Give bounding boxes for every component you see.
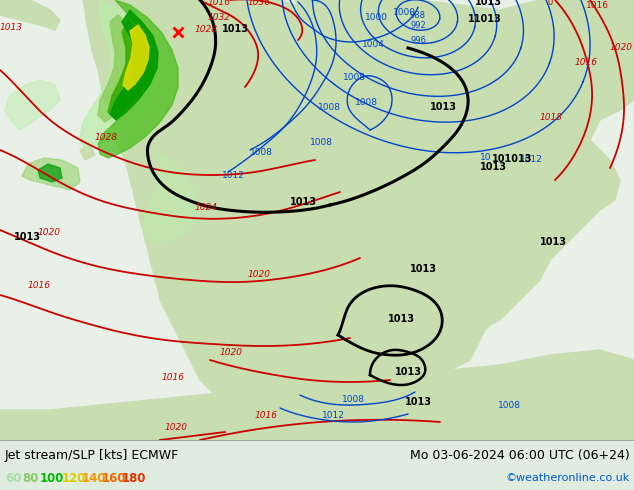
Text: 1016: 1016 [208,0,231,7]
Polygon shape [83,0,634,440]
Text: 1013: 1013 [540,237,567,247]
Polygon shape [80,145,95,160]
Polygon shape [108,20,152,118]
Polygon shape [80,0,162,150]
Text: 1008: 1008 [355,98,378,107]
Text: 1000: 1000 [365,13,388,22]
Polygon shape [123,25,149,90]
Polygon shape [22,158,80,190]
Polygon shape [295,0,380,145]
Text: 1008: 1008 [342,395,365,404]
Text: 140: 140 [82,471,107,485]
Text: 120: 120 [62,471,86,485]
Text: 1020: 1020 [610,43,633,52]
Text: 101013: 101013 [492,154,533,164]
Text: 1028: 1028 [195,25,218,34]
Text: 60: 60 [5,471,22,485]
Polygon shape [155,45,168,65]
Text: 1013: 1013 [405,397,432,407]
Text: 1036: 1036 [248,0,271,7]
Text: 992: 992 [410,21,426,30]
Text: 1016: 1016 [575,58,598,67]
Text: 1020: 1020 [248,270,271,279]
Polygon shape [165,20,188,75]
Text: 1008: 1008 [318,103,341,112]
Text: 1020: 1020 [220,348,243,357]
Text: 1013: 1013 [430,102,457,112]
Text: 180: 180 [122,471,146,485]
Text: 1008: 1008 [343,73,366,82]
Text: 1016: 1016 [162,373,185,382]
Text: 1012: 1012 [520,155,543,164]
Text: 1004: 1004 [362,40,385,49]
Polygon shape [0,350,634,440]
Text: 1024: 1024 [195,203,218,212]
Text: 1008: 1008 [310,138,333,147]
Text: 1016: 1016 [586,1,609,10]
Text: ©weatheronline.co.uk: ©weatheronline.co.uk [506,473,630,483]
Text: 11013: 11013 [468,14,501,24]
Text: 0: 0 [547,0,552,7]
Polygon shape [98,0,178,158]
Text: 1013: 1013 [410,264,437,274]
Text: 1008: 1008 [498,401,521,410]
Text: 1012: 1012 [222,171,245,180]
Text: 1013: 1013 [290,197,317,207]
Text: 1013: 1013 [222,24,249,34]
Text: 1013: 1013 [388,314,415,324]
Text: 996: 996 [410,36,426,45]
Polygon shape [142,150,198,242]
Text: 1020: 1020 [38,228,61,237]
Text: 1016: 1016 [28,281,51,290]
Text: 100: 100 [40,471,65,485]
Text: 1028: 1028 [95,133,118,142]
Text: 1018: 1018 [540,113,563,122]
Text: Jet stream/SLP [kts] ECMWF: Jet stream/SLP [kts] ECMWF [5,448,179,462]
Polygon shape [5,80,60,130]
Text: 988: 988 [410,10,426,20]
Text: 1013: 1013 [480,162,507,172]
Text: 1013: 1013 [395,367,422,377]
Text: 1013: 1013 [14,232,41,242]
Text: 1032: 1032 [208,13,231,22]
Polygon shape [38,164,62,182]
Text: Mo 03-06-2024 06:00 UTC (06+24): Mo 03-06-2024 06:00 UTC (06+24) [410,448,630,462]
Text: 1016: 1016 [255,411,278,420]
Polygon shape [110,10,158,120]
Text: 80: 80 [22,471,39,485]
Text: 10: 10 [480,153,491,162]
Text: 1013: 1013 [0,23,23,32]
Polygon shape [98,15,150,122]
Text: 1008: 1008 [250,148,273,157]
Text: 1000: 1000 [393,8,416,17]
Text: 160: 160 [102,471,127,485]
Polygon shape [0,0,60,30]
Text: 1013: 1013 [475,0,502,7]
Text: 1012: 1012 [322,411,345,420]
Text: 1020: 1020 [165,423,188,432]
